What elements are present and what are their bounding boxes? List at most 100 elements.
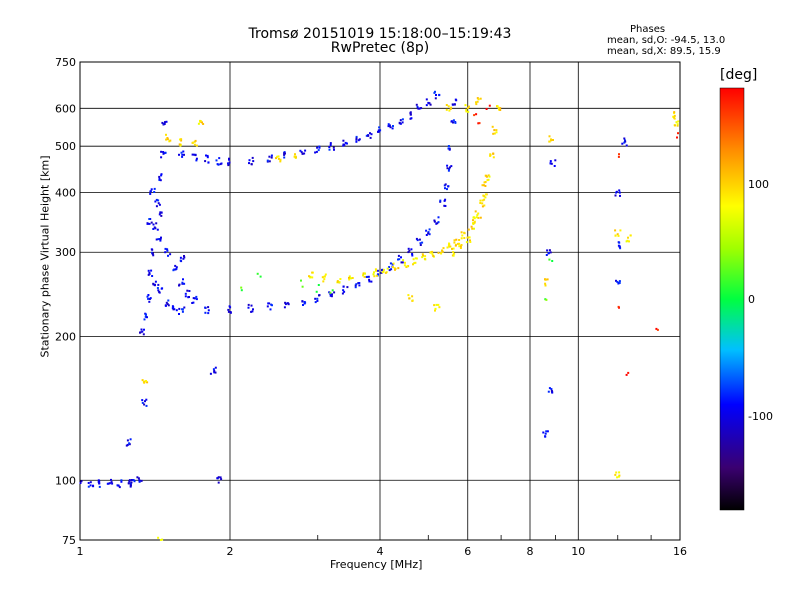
data-point — [192, 301, 195, 304]
data-point — [266, 159, 269, 162]
data-point — [399, 119, 402, 122]
data-point — [172, 269, 175, 272]
data-point — [287, 302, 290, 305]
data-point — [377, 129, 380, 132]
data-point — [409, 111, 412, 114]
data-point — [623, 137, 626, 140]
data-point — [368, 278, 371, 281]
data-point — [614, 229, 617, 232]
data-point — [437, 251, 440, 254]
data-point — [174, 268, 177, 271]
data-point — [548, 387, 551, 390]
data-point — [283, 156, 286, 159]
data-point — [276, 155, 279, 158]
data-point — [421, 253, 424, 256]
data-point — [146, 295, 149, 298]
data-point — [484, 196, 487, 199]
data-point — [416, 107, 419, 110]
data-point — [412, 258, 415, 261]
data-point — [323, 278, 326, 281]
data-point — [448, 243, 451, 246]
data-point — [179, 138, 181, 141]
data-point — [167, 254, 169, 257]
data-point — [627, 371, 630, 374]
data-point — [618, 241, 621, 244]
data-point — [89, 481, 92, 484]
data-point — [437, 303, 440, 306]
data-point — [181, 281, 184, 284]
data-point — [485, 108, 488, 110]
data-point — [131, 479, 133, 481]
data-point — [128, 480, 131, 483]
data-point — [284, 301, 287, 304]
data-point — [118, 486, 121, 489]
data-point — [157, 202, 160, 205]
data-point — [446, 246, 449, 249]
data-point — [110, 481, 113, 484]
data-point — [420, 107, 423, 110]
data-point — [279, 160, 282, 163]
x-tick-label: 8 — [527, 545, 534, 558]
data-point — [616, 476, 619, 479]
data-point — [615, 471, 618, 474]
data-point — [140, 479, 143, 482]
data-point — [465, 110, 468, 113]
data-point — [452, 251, 455, 254]
data-point — [614, 194, 617, 197]
data-point — [240, 289, 243, 292]
data-point — [355, 135, 358, 138]
data-point — [369, 136, 372, 139]
data-point — [355, 140, 358, 143]
data-point — [624, 139, 626, 142]
data-point — [444, 187, 446, 190]
data-point — [427, 101, 430, 104]
data-point — [466, 107, 469, 109]
data-point — [427, 231, 430, 234]
data-point — [160, 156, 163, 159]
data-point — [463, 231, 466, 234]
data-point — [370, 280, 373, 283]
data-point — [128, 442, 131, 445]
data-point — [154, 283, 156, 286]
data-point — [133, 480, 136, 483]
data-point — [248, 162, 250, 165]
data-point — [548, 140, 551, 143]
data-point — [384, 271, 387, 274]
data-point — [618, 280, 621, 283]
data-point — [157, 283, 160, 286]
data-point — [362, 274, 364, 277]
data-point — [437, 221, 440, 224]
data-point — [158, 175, 161, 178]
y-axis-label: Stationary phase Virtual Height [km] — [38, 155, 52, 358]
data-point — [425, 234, 428, 236]
data-point — [172, 308, 175, 311]
data-point — [147, 297, 150, 300]
y-tick-label: 300 — [55, 246, 76, 259]
data-point — [271, 304, 273, 307]
data-point — [381, 271, 384, 274]
data-point — [431, 253, 434, 256]
data-point — [293, 155, 296, 158]
data-point — [499, 109, 502, 111]
data-point — [467, 105, 470, 108]
data-point — [397, 254, 400, 257]
data-point — [151, 248, 154, 251]
data-point — [453, 252, 456, 255]
stats-o-mode: mean, sd,O: -94.5, 13.0 — [607, 35, 726, 46]
data-point — [207, 161, 210, 164]
data-point — [450, 120, 453, 123]
data-point — [141, 330, 144, 333]
data-point — [120, 480, 123, 483]
data-point — [143, 328, 145, 331]
data-point — [623, 141, 626, 144]
data-point — [147, 273, 150, 276]
data-point — [477, 122, 480, 125]
data-point — [441, 249, 443, 252]
data-point — [268, 155, 271, 158]
data-point — [277, 155, 280, 158]
data-point — [324, 273, 327, 276]
data-point — [251, 156, 254, 159]
data-point — [460, 231, 463, 234]
data-point — [269, 308, 272, 311]
data-point — [446, 167, 449, 170]
